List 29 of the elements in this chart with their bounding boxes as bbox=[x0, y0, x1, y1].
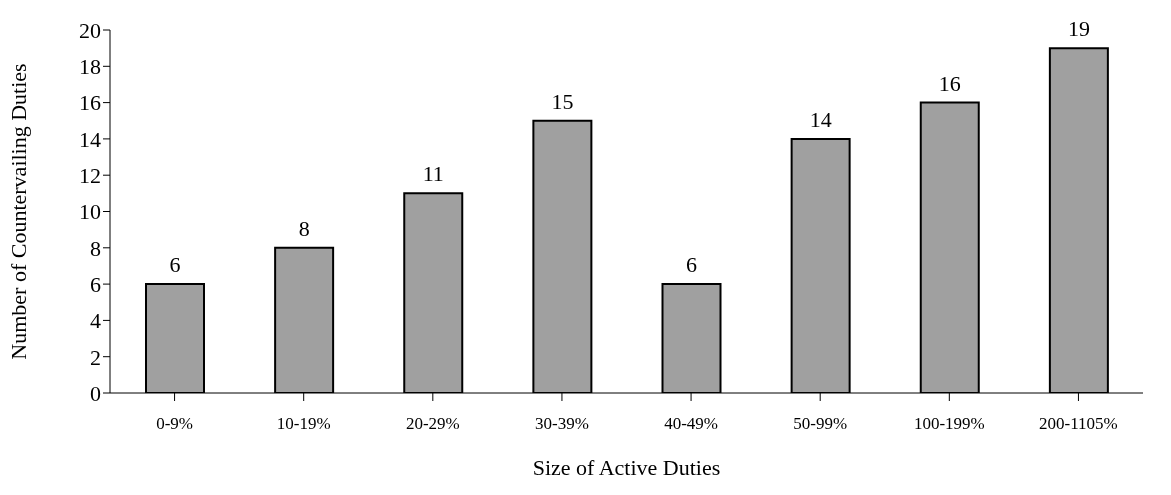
data-label: 11 bbox=[422, 161, 444, 187]
y-tick-label: 8 bbox=[90, 235, 101, 261]
y-tick-label: 0 bbox=[90, 380, 101, 406]
x-tick-label: 200-1105% bbox=[1039, 414, 1118, 434]
y-axis-title: Number of Countervailing Duties bbox=[5, 63, 31, 360]
x-tick-label: 30-39% bbox=[535, 414, 589, 434]
y-tick-label: 18 bbox=[79, 54, 101, 80]
data-label: 15 bbox=[551, 88, 574, 114]
x-tick-label: 50-99% bbox=[793, 414, 848, 434]
x-tick-label: 10-19% bbox=[276, 414, 331, 434]
data-label: 16 bbox=[938, 70, 961, 96]
data-label: 6 bbox=[169, 252, 181, 278]
y-tick-label: 20 bbox=[79, 17, 101, 43]
data-label: 6 bbox=[686, 252, 697, 278]
y-tick-label: 12 bbox=[79, 163, 101, 189]
y-tick-label: 2 bbox=[90, 344, 101, 370]
data-label: 14 bbox=[809, 106, 832, 132]
y-tick-label: 6 bbox=[90, 271, 101, 297]
y-tick-label: 14 bbox=[79, 126, 101, 152]
x-tick-label: 0-9% bbox=[156, 414, 193, 434]
y-tick-label: 4 bbox=[90, 308, 101, 334]
x-tick-label: 20-29% bbox=[405, 414, 460, 434]
data-label: 19 bbox=[1067, 16, 1090, 42]
x-axis-title: Size of Active Duties bbox=[532, 455, 721, 480]
x-tick-label: 100-199% bbox=[913, 414, 985, 434]
x-tick-label: 40-49% bbox=[664, 414, 718, 434]
y-tick-label: 10 bbox=[79, 199, 101, 225]
data-label: 8 bbox=[298, 215, 310, 241]
y-tick-label: 16 bbox=[79, 90, 101, 116]
